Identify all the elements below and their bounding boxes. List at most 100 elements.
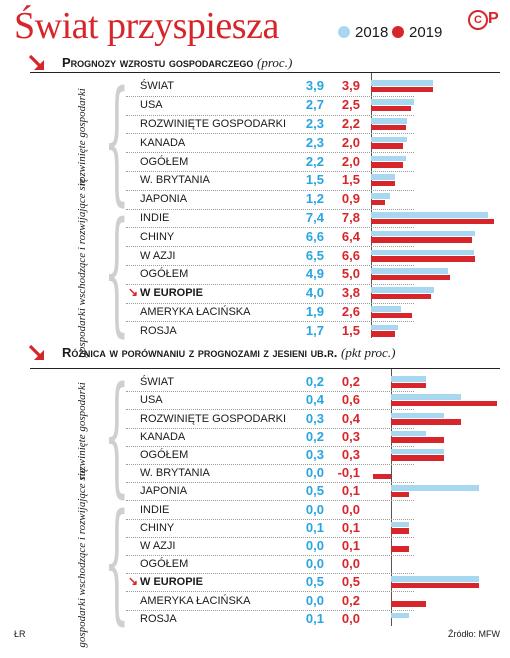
data-label-2019: 1,5 <box>341 172 360 188</box>
bar-2019 <box>373 473 391 480</box>
row-separator <box>126 445 414 447</box>
row-label: W EUROPIE <box>140 287 203 300</box>
group-brace: { <box>104 65 130 221</box>
row-label: OGÓŁEM <box>140 558 189 571</box>
row-separator <box>126 171 414 172</box>
row-label: OGÓŁEM <box>140 155 189 168</box>
row-label: INDIE <box>140 212 170 224</box>
highlight-marker: ↘ <box>128 285 139 300</box>
group-label: gospodarki wschodzące i rozwijające się <box>76 468 88 648</box>
bar-2019 <box>371 143 403 149</box>
bar-2018 <box>391 612 409 619</box>
highlight-marker: ↘ <box>128 574 139 589</box>
bar-2018 <box>391 576 479 582</box>
row-label: JAPONIA <box>140 485 188 498</box>
bar-2018 <box>371 193 390 199</box>
row-label: W. BRYTANIA <box>140 174 210 187</box>
source-note: Źródło: MFW <box>447 629 500 639</box>
row-separator <box>126 500 414 502</box>
data-label-2019: 6,4 <box>341 228 360 244</box>
data-label-2019: 3,9 <box>341 78 360 94</box>
row-label: JAPONIA <box>140 193 188 206</box>
section-title-text: Różnica w porównaniu z prognozami z jesi… <box>62 345 338 360</box>
row-separator <box>126 609 414 611</box>
row-label: AMERYKA ŁACIŃSKA <box>140 594 251 607</box>
data-label-2019: 0,2 <box>341 592 360 608</box>
legend-swatch-2018 <box>338 26 350 38</box>
data-label-2018: 0,3 <box>305 446 324 462</box>
group-brace: { <box>104 361 130 512</box>
data-label-2019: 5,0 <box>341 266 360 282</box>
data-label-2018: 2,3 <box>305 116 324 131</box>
row-separator <box>126 591 414 593</box>
data-label-2019: 2,2 <box>341 116 360 131</box>
data-label-2018: 1,2 <box>305 191 324 207</box>
data-label-2019: 0,1 <box>341 537 360 553</box>
group-label: gospodarki wschodzące i rozwijające się <box>76 178 88 359</box>
row-separator <box>126 321 414 323</box>
row-label: AMERYKA ŁACIŃSKA <box>140 306 251 318</box>
data-label-2018: 0,2 <box>305 428 324 444</box>
bar-2019 <box>371 312 413 318</box>
data-label-2018: 0,0 <box>305 465 324 481</box>
bar-2019 <box>391 419 462 425</box>
row-separator <box>126 573 414 575</box>
data-label-2018: 0,1 <box>305 610 324 626</box>
bar-2019 <box>371 237 473 243</box>
bar-2018 <box>391 521 409 528</box>
row-separator <box>126 427 414 429</box>
bar-2019 <box>391 601 427 607</box>
data-label-2019: 0,6 <box>341 392 360 408</box>
row-separator <box>126 152 414 154</box>
row-label: USA <box>140 99 163 112</box>
data-label-2018: 4,0 <box>305 285 324 301</box>
row-label: W AZJI <box>140 249 176 262</box>
data-label-2018: 0,0 <box>305 501 324 517</box>
data-label-2019: 0,3 <box>341 446 360 462</box>
logo-p-mark: P <box>488 10 499 27</box>
data-label-2019: 0,2 <box>341 374 360 390</box>
data-label-2019: 0,1 <box>341 483 360 499</box>
bar-2019 <box>371 256 476 262</box>
legend-item-2018: 2018 <box>338 24 388 42</box>
bar-2019 <box>371 162 403 168</box>
row-label: ROZWINIĘTE GOSPODARKI <box>140 412 287 425</box>
bar-2019 <box>391 455 444 461</box>
data-label-2018: 0,0 <box>305 592 324 608</box>
bar-2019 <box>391 528 409 534</box>
row-label: KANADA <box>140 430 186 443</box>
data-label-2019: 2,5 <box>341 97 360 113</box>
legend-label-2019: 2019 <box>409 24 443 41</box>
logo-c-mark: C <box>468 10 488 30</box>
data-label-2019: 3,8 <box>341 285 360 301</box>
group-brace: { <box>104 489 130 639</box>
bar-2019 <box>391 582 479 589</box>
bar-2019 <box>371 293 432 300</box>
row-label: W. BRYTANIA <box>140 467 210 480</box>
row-separator <box>126 95 414 97</box>
row-label: CHINY <box>140 521 175 534</box>
bar-2019 <box>391 546 409 552</box>
data-label-2019: 0,0 <box>341 556 360 572</box>
zero-axis <box>371 73 372 339</box>
row-label: ROZWINIĘTE GOSPODARKI <box>140 118 287 130</box>
chart-section-growth: Prognozy wzrostu gospodarczego (proc.) ŚW… <box>0 52 510 358</box>
data-label-2018: 6,6 <box>305 228 324 244</box>
bar-2019 <box>371 199 386 206</box>
data-label-2018: 0,0 <box>305 556 324 572</box>
bar-2018 <box>371 249 474 256</box>
bar-2019 <box>391 491 409 498</box>
data-label-2018: 1,5 <box>305 172 324 188</box>
bar-2018 <box>371 306 402 312</box>
row-label: ROSJA <box>140 612 177 625</box>
data-label-2018: 0,1 <box>305 519 324 535</box>
bar-2019 <box>391 382 427 389</box>
data-label-2019: 6,6 <box>341 247 360 263</box>
section-unit: (proc.) <box>257 55 293 70</box>
bar-2019 <box>371 105 411 112</box>
row-separator <box>126 114 414 116</box>
data-label-2018: 0,5 <box>305 483 324 499</box>
row-separator <box>126 208 414 210</box>
row-label: CHINY <box>140 230 175 243</box>
